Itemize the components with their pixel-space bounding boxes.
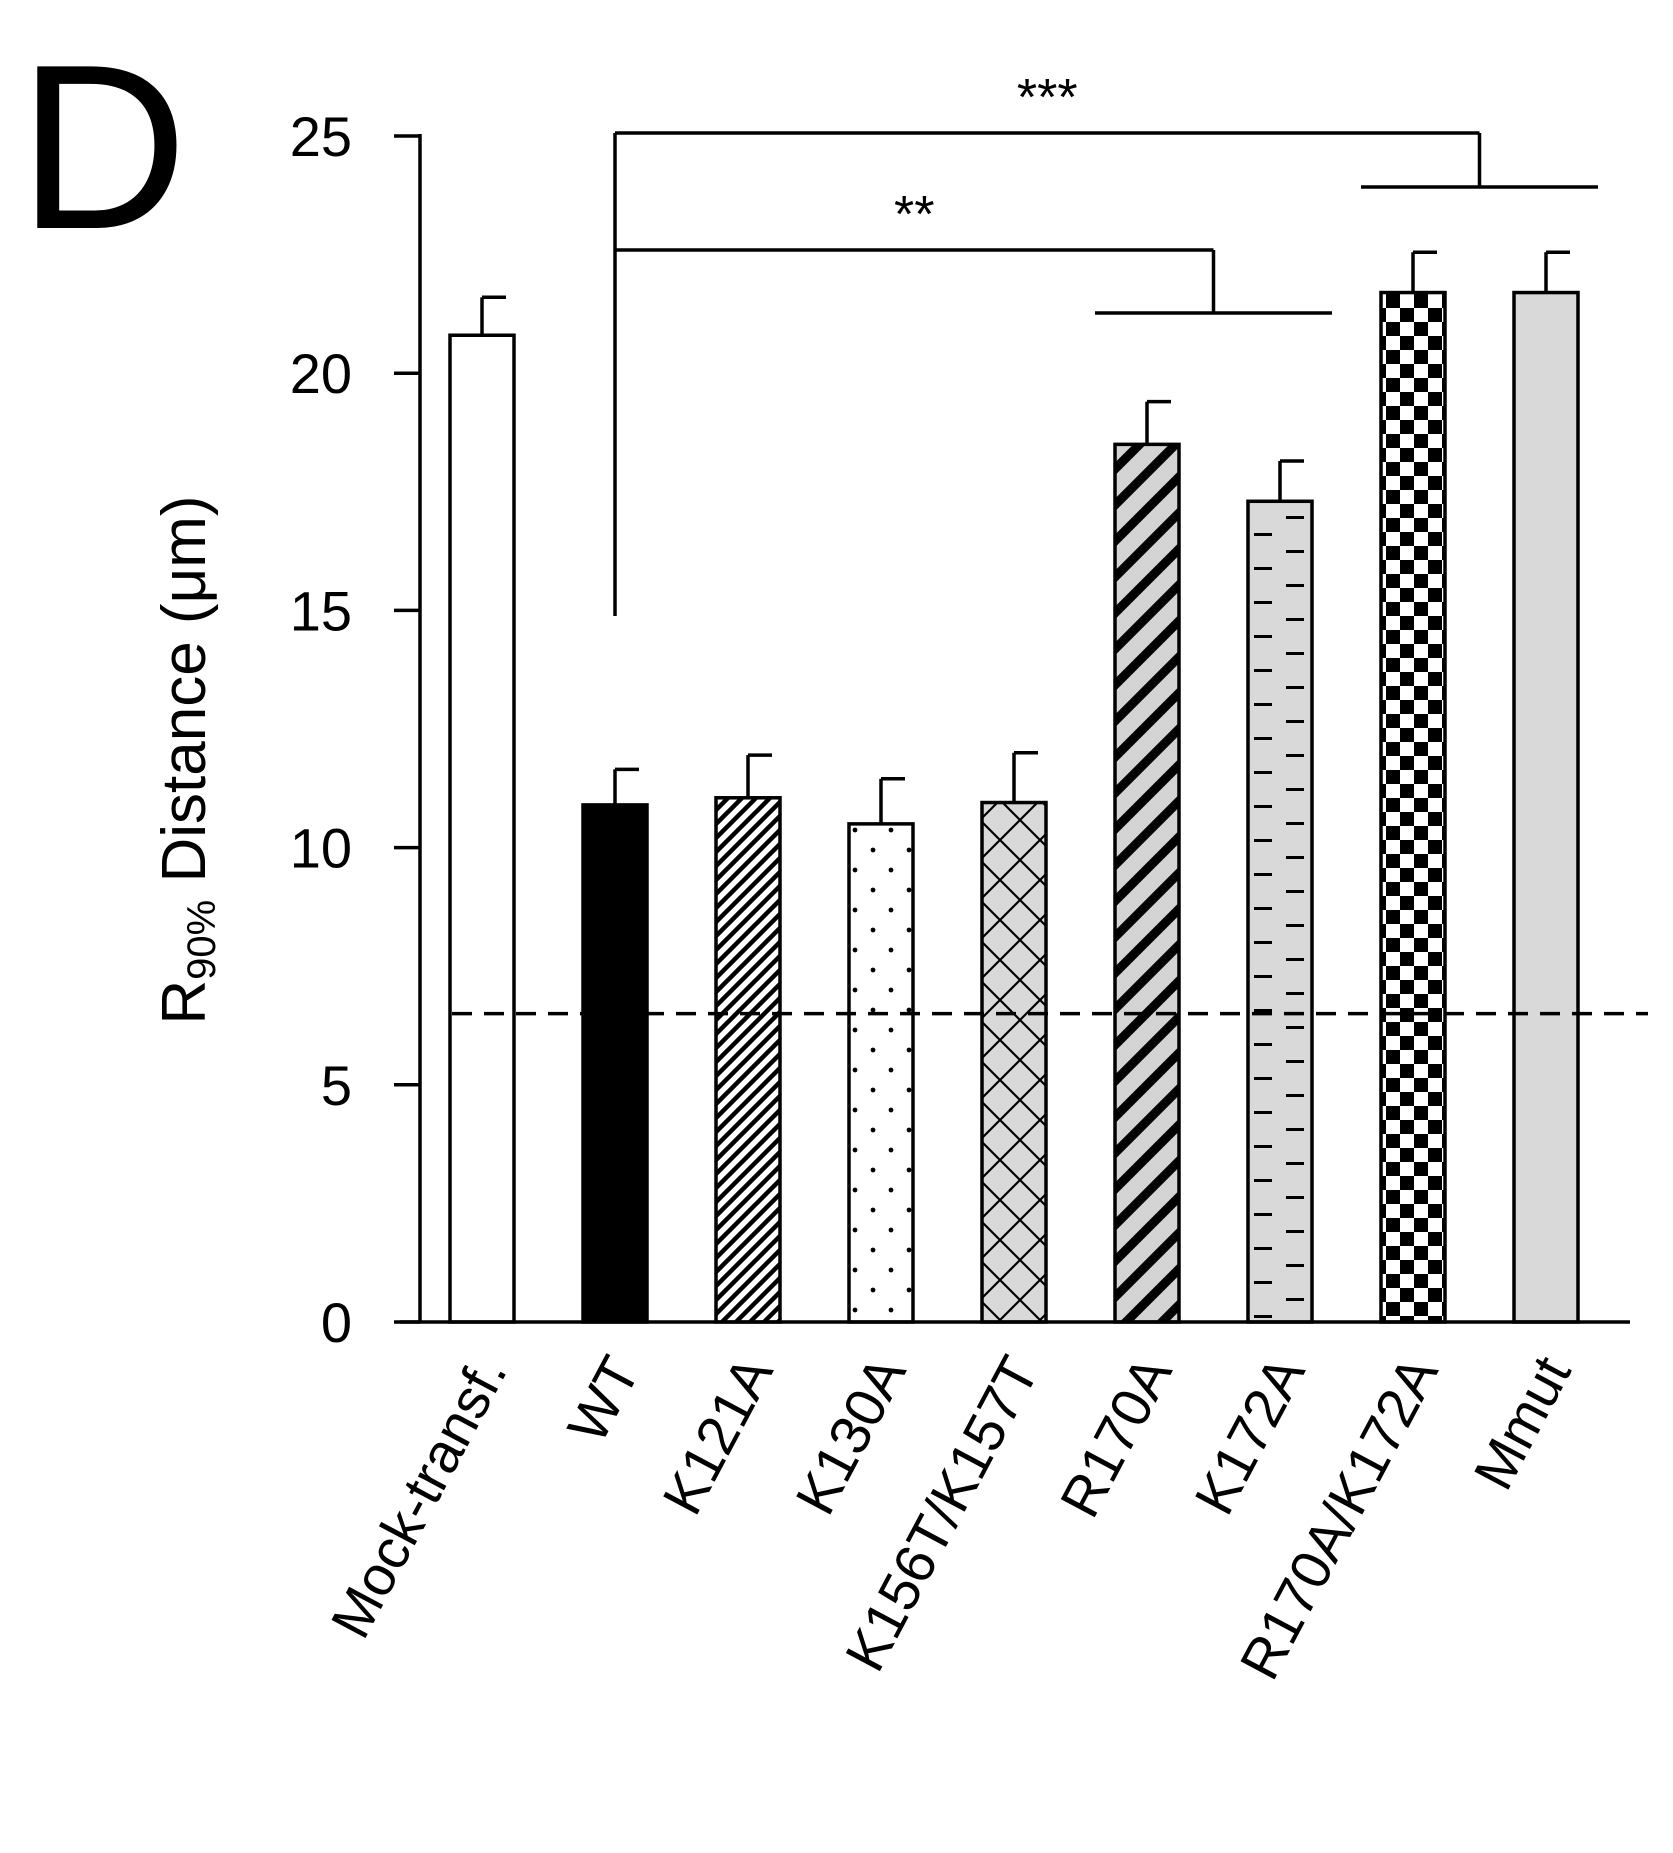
x-tick-label-2: K121A [650, 1345, 785, 1524]
y-tick-label-10: 10 [290, 817, 352, 880]
bar-0 [448, 333, 516, 1324]
bar-6 [1246, 499, 1314, 1324]
y-axis-label-main: R [150, 980, 219, 1025]
bar-5 [1113, 442, 1181, 1324]
x-labels-group: Mock-transf. WTK121AK130AK156T/K157TR170A… [318, 1345, 1582, 1689]
y-tick-label-15: 15 [290, 579, 352, 642]
bar-3 [847, 822, 915, 1324]
bar-2 [714, 796, 782, 1324]
bar-4 [980, 800, 1048, 1324]
y-axis-label: R90% Distance (μm) [150, 495, 224, 1024]
y-ticks-group: 0 5 10 15 20 25 [290, 105, 420, 1354]
y-tick-label-20: 20 [290, 342, 352, 405]
significance-group: ***** [452, 69, 1648, 1016]
x-tick-label-8: Mmut [1461, 1346, 1583, 1500]
sig-label-1: *** [1017, 69, 1078, 127]
x-tick-label-1: WT [555, 1346, 651, 1452]
axes-group [400, 134, 1630, 1324]
y-axis-label-subscript: 90% [180, 900, 224, 980]
y-axis-label-suffix: Distance (μm) [150, 495, 219, 899]
sig-label-0: ** [894, 186, 934, 244]
bar-1 [581, 803, 649, 1324]
bars-group [448, 290, 1580, 1324]
x-tick-label-3: K130A [783, 1345, 918, 1524]
x-tick-label-0: Mock-transf. [318, 1346, 518, 1648]
panel-label: D [18, 15, 188, 278]
bar-8 [1512, 290, 1580, 1324]
y-tick-label-5: 5 [321, 1054, 352, 1117]
y-tick-label-25: 25 [290, 105, 352, 168]
y-tick-label-0: 0 [321, 1291, 352, 1354]
error-bars-group [480, 250, 1570, 824]
x-tick-label-6: K172A [1182, 1345, 1317, 1524]
bar-7 [1379, 290, 1447, 1324]
x-tick-label-5: R170A [1048, 1345, 1184, 1526]
